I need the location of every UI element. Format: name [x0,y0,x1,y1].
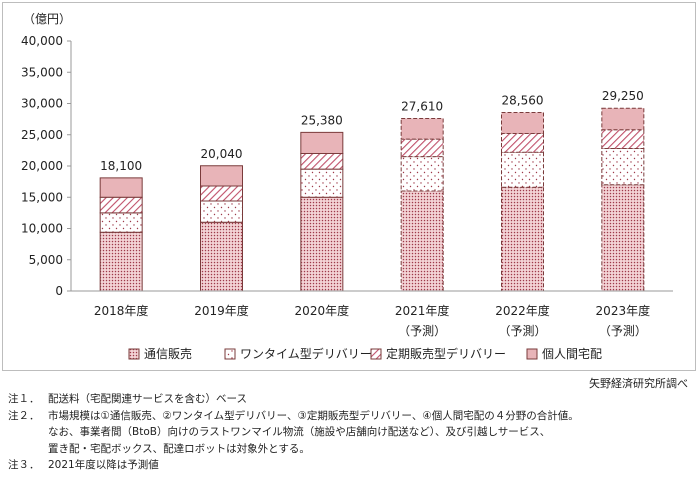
bar-segment [99,212,143,233]
note-label: 注２． [8,409,40,422]
bar-segment [200,185,243,202]
note-text: 置き配・宅配ボックス、配達ロボットは対象外とする。 [48,442,310,455]
y-tick-label: 25,000 [21,128,63,142]
y-tick-label: 5,000 [29,253,63,267]
bar-segment [601,148,645,186]
legend-swatch [370,348,382,360]
bar-segment [501,151,544,188]
y-tick-label: 10,000 [21,222,63,236]
note-text: 配送料（宅配関連サービスを含む）ベース [48,393,247,405]
total-labels: 18,100 20,040 25,380 27,610 28,560 29,250 [100,89,644,173]
legend-swatch [224,348,236,360]
y-tick-label: 20,000 [21,159,63,173]
bar-segment [400,190,444,292]
y-tick-label: 15,000 [21,190,63,204]
bar-segment [300,196,344,292]
total-label: 29,250 [602,89,644,103]
y-tick-label: 40,000 [21,34,63,48]
source-credit: 矢野経済研究所調べ [589,377,688,390]
note-text: 2021年度以降は予測値 [48,459,159,471]
legend-swatch [128,348,140,360]
bar-segment [601,184,645,292]
note-text: なお、事業者間（BtoB）向けのラストワンマイル物流（施設や店舗向け配送など）、… [48,426,551,438]
y-tick-label: 35,000 [21,65,63,79]
total-label: 27,610 [401,99,443,113]
note-label: 注１． [8,393,40,405]
x-tick-label: 2022年度 [495,303,550,318]
note-2: 注２． 市場規模は①通信販売、②ワンタイム型デリバリー、③定期販売型デリバリー、… [8,408,579,425]
chart-frame: （億円） 0 5,000 10,000 15,000 20,000 25,000 30,00… [2,2,696,371]
bar-segment [200,165,243,187]
bar-segment [300,168,344,198]
bar-segment [99,231,143,292]
legend-swatch [526,348,538,360]
x-tick-label: 2023年度 [596,303,651,318]
x-tick-label: 2020年度 [295,303,350,318]
bar-segment [400,117,444,140]
total-label: 25,380 [301,113,343,127]
y-axis: 0 5,000 10,000 15,000 20,000 25,000 30,000 35,0… [21,34,72,298]
note-text: 市場規模は①通信販売、②ワンタイム型デリバリー、③定期販売型デリバリー、④個人間… [48,409,579,422]
note-1: 注１． 配送料（宅配関連サービスを含む）ベース [8,391,579,408]
x-tick-sublabel: （予測） [599,324,647,338]
bar-segment [501,186,544,292]
bar-segment [300,131,344,154]
note-3: 注３． 2021年度以降は予測値 [8,457,579,474]
bar-segment [99,196,143,214]
bar-segment [400,138,444,158]
stacked-bar-chart: （億円） 0 5,000 10,000 15,000 20,000 25,000 30,00… [21,12,673,361]
legend-label: ワンタイム型デリバリー [240,346,372,361]
total-label: 28,560 [502,94,544,108]
y-axis-unit: （億円） [23,12,71,26]
bar-segment [400,156,444,192]
notes: 注１． 配送料（宅配関連サービスを含む）ベース 注２． 市場規模は①通信販売、②… [8,391,579,474]
y-tick-label: 30,000 [21,97,63,111]
bar-segment [200,200,243,223]
legend: 通信販売 ワンタイム型デリバリー 定期販売型デリバリー 個人間宅配 [128,346,602,361]
x-tick-label: 2018年度 [94,303,149,318]
y-tick-label: 0 [55,284,63,298]
legend-label: 通信販売 [144,346,192,361]
bars [99,107,645,292]
total-label: 18,100 [100,159,142,173]
x-tick-label: 2019年度 [194,303,249,318]
legend-label: 個人間宅配 [542,346,602,361]
total-label: 20,040 [201,147,243,161]
x-axis: 2018年度 2019年度 2020年度 2021年度 （予測） 2022年度 （予測） 20… [71,290,673,338]
x-tick-sublabel: （予測） [398,324,446,338]
bar-segment [601,129,645,149]
legend-label: 定期販売型デリバリー [386,346,506,361]
bar-segment [300,153,344,170]
x-tick-sublabel: （予測） [498,324,546,338]
bar-segment [501,133,544,153]
bar-segment [200,221,243,292]
bar-segment [601,107,645,131]
note-label: 注３． [8,459,40,471]
bar-segment [501,112,544,134]
bar-segment [99,177,143,198]
x-tick-label: 2021年度 [395,303,450,318]
